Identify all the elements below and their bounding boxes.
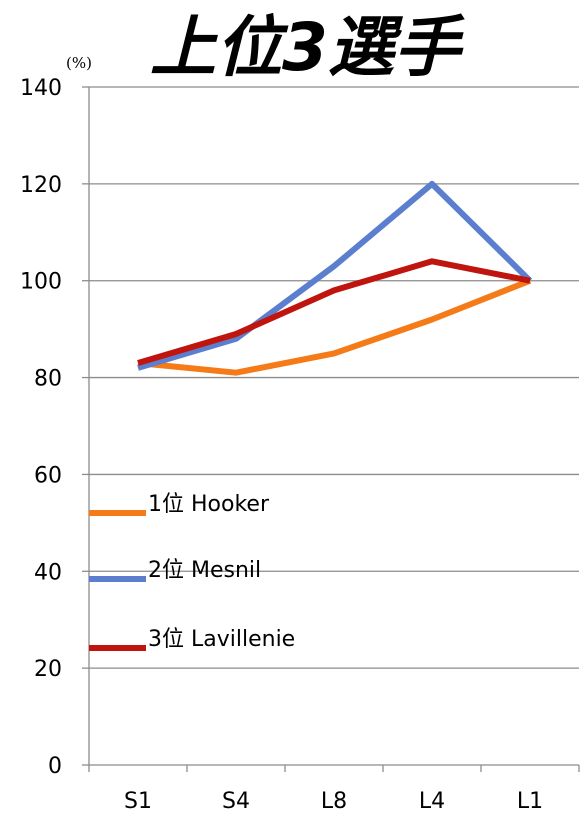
y-axis-unit: (%) [66,54,92,72]
axes [82,86,580,772]
x-tick-label-L4: L4 [419,789,445,813]
y-tick-label-140: 140 [20,76,62,101]
y-tick-label-100: 100 [20,270,62,295]
y-tick-label-20: 20 [34,657,62,682]
y-tick-label-80: 80 [34,367,62,392]
gridlines [89,86,579,669]
y-tick-labels: 0 20 40 60 80 100 120 140 [20,76,62,779]
y-tick-label-0: 0 [48,754,62,779]
y-tick-label-40: 40 [34,560,62,585]
chart-title: 上位3選手 [150,9,465,86]
y-tick-label-120: 120 [20,173,62,198]
series-line-2 [137,180,533,371]
x-tick-label-L8: L8 [321,789,347,813]
series-line-3 [137,258,531,366]
x-tick-label-S4: S4 [222,789,250,813]
x-tick-label-S1: S1 [124,789,152,813]
y-tick-label-60: 60 [34,463,62,488]
x-tick-label-L1: L1 [517,789,543,813]
series-line-1 [137,277,532,376]
legend: 1位 Hooker 2位 Mesnil 3位 Lavillenie [89,492,295,652]
x-tick-labels: S1 S4 L8 L4 L1 [124,789,543,813]
legend-label-1: 1位 Hooker [148,492,270,517]
series-lines [137,180,533,376]
legend-label-2: 2位 Mesnil [148,558,261,583]
legend-label-3: 3位 Lavillenie [148,627,295,652]
